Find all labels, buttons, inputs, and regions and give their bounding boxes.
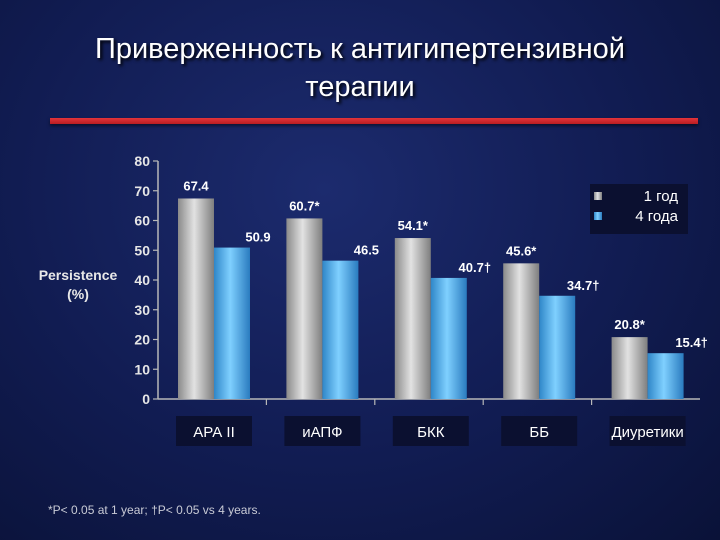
data-label: 67.4 (183, 178, 209, 193)
category-label-box (392, 416, 469, 446)
y-tick-label: 70 (134, 183, 150, 199)
title-line-2: терапии (305, 71, 415, 103)
bar-4-years (430, 277, 467, 399)
data-label: 20.8* (614, 317, 645, 332)
bar-1-year (286, 218, 323, 399)
category-label: ББ (529, 424, 549, 441)
category-label: АРА II (193, 424, 235, 441)
y-tick-label: 0 (142, 391, 150, 407)
bar-4-years (214, 247, 250, 399)
y-tick-label: 10 (134, 361, 150, 377)
y-tick-label: 50 (134, 242, 150, 258)
category-label: БКК (417, 424, 445, 441)
legend-swatch (594, 192, 602, 200)
bar-1-year (611, 337, 648, 399)
category-label-box (501, 416, 578, 446)
slide-title: Приверженность к антигипертензивной тера… (0, 30, 720, 106)
category-label-box (609, 416, 686, 446)
bar-1-year (178, 198, 214, 399)
bar-1-year (394, 238, 431, 399)
data-label: 45.6* (506, 243, 537, 258)
data-label: 15.4† (675, 335, 708, 350)
y-tick-label: 20 (134, 332, 150, 348)
y-tick-label: 40 (134, 272, 150, 288)
y-tick-label: 80 (134, 153, 150, 169)
y-axis-title-line-2: (%) (67, 286, 89, 302)
data-label: 60.7* (289, 198, 320, 213)
data-label: 40.7† (459, 260, 492, 275)
legend-swatch (594, 212, 602, 220)
legend-box (590, 184, 688, 234)
category-label: иАПФ (302, 424, 342, 441)
data-label: 34.7† (567, 278, 600, 293)
bar-4-years (539, 295, 576, 399)
footnote: *P< 0.05 at 1 year; †P< 0.05 vs 4 years. (48, 503, 261, 517)
bar-1-year (503, 263, 540, 399)
legend-label: 1 год (644, 188, 679, 205)
category-label: Диуретики (611, 424, 683, 441)
y-tick-label: 60 (134, 213, 150, 229)
title-line-1: Приверженность к антигипертензивной (95, 33, 625, 65)
bar-4-years (322, 260, 359, 399)
title-divider (50, 118, 698, 124)
y-tick-label: 30 (134, 302, 150, 318)
data-label: 46.5 (354, 243, 379, 258)
legend-label: 4 года (635, 208, 678, 225)
y-axis-title-line-1: Persistence (39, 267, 118, 283)
data-label: 50.9 (245, 230, 270, 245)
data-label: 54.1* (398, 218, 429, 233)
category-label-box (284, 416, 361, 446)
category-label-box (176, 416, 252, 446)
bar-4-years (647, 353, 684, 399)
